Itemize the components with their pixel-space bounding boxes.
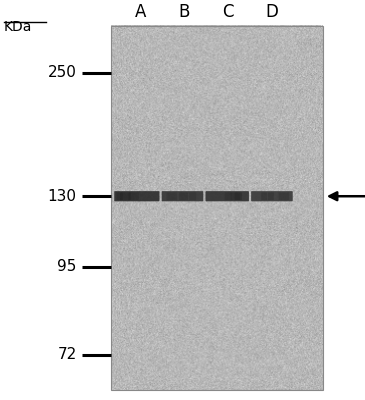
- Text: B: B: [178, 3, 190, 21]
- FancyBboxPatch shape: [189, 192, 196, 200]
- Text: 250: 250: [48, 65, 77, 80]
- Text: 72: 72: [57, 348, 77, 362]
- FancyBboxPatch shape: [116, 192, 123, 200]
- FancyBboxPatch shape: [231, 192, 242, 200]
- Text: KDa: KDa: [4, 20, 32, 34]
- FancyBboxPatch shape: [225, 192, 231, 200]
- FancyBboxPatch shape: [179, 192, 188, 200]
- FancyBboxPatch shape: [120, 192, 131, 200]
- FancyBboxPatch shape: [162, 191, 203, 201]
- FancyBboxPatch shape: [251, 191, 293, 201]
- Text: C: C: [222, 3, 234, 21]
- Text: 130: 130: [48, 189, 77, 204]
- FancyBboxPatch shape: [235, 192, 240, 200]
- Text: D: D: [265, 3, 278, 21]
- Text: 95: 95: [57, 259, 77, 274]
- FancyBboxPatch shape: [114, 191, 160, 201]
- FancyBboxPatch shape: [205, 191, 249, 201]
- FancyBboxPatch shape: [278, 192, 289, 200]
- Text: A: A: [135, 3, 146, 21]
- Bar: [111, 26, 323, 390]
- FancyBboxPatch shape: [268, 192, 274, 200]
- FancyBboxPatch shape: [166, 192, 177, 200]
- FancyBboxPatch shape: [128, 192, 139, 200]
- FancyBboxPatch shape: [261, 192, 267, 200]
